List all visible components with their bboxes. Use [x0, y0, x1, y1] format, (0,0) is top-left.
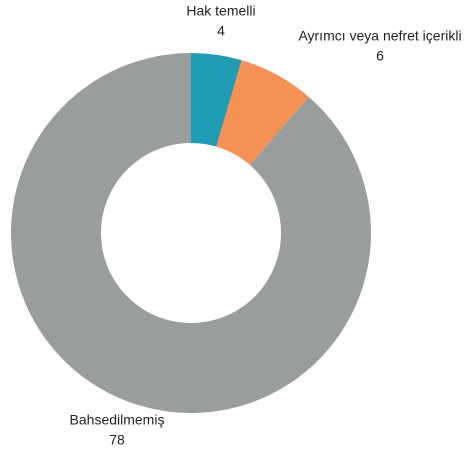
donut-slice: [191, 53, 242, 147]
slice-value: 4: [217, 23, 225, 39]
slice-value: 6: [376, 48, 384, 64]
slice-label: Bahsedilmemiş: [70, 412, 165, 428]
slice-value: 78: [109, 432, 125, 448]
slice-label: Hak temelli: [186, 3, 255, 19]
donut-slice: [216, 60, 309, 165]
donut-slice: [10, 53, 371, 414]
slice-label: Ayrımcı veya nefret içerikli: [298, 28, 461, 44]
